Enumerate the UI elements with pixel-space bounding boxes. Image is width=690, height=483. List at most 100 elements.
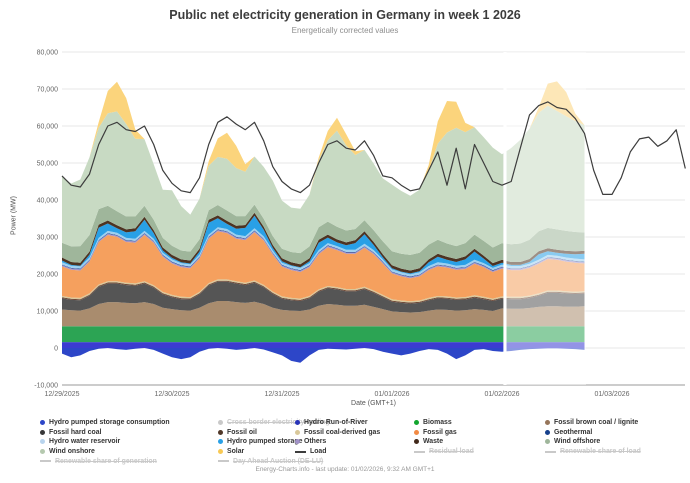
legend-item-renewable-share-of-generation[interactable]: Renewable share of generation (40, 456, 170, 466)
legend-label: Fossil brown coal / lignite (554, 419, 639, 427)
legend-item-residual-load[interactable]: Residual load (414, 447, 474, 457)
cross-border-electricity-trading-dot-icon (218, 420, 223, 426)
chart-legend: Hydro pumped storage consumption Fossil h… (0, 418, 690, 465)
y-tick-label: 70,000 (37, 87, 59, 94)
waste-dot-icon (414, 439, 419, 445)
area-solar (62, 81, 585, 215)
geothermal-dot-icon (545, 429, 550, 435)
legend-label: Residual load (429, 448, 474, 456)
hydro-pumped-storage-dot-icon (218, 439, 223, 445)
legend-item-others[interactable]: Others (295, 437, 380, 447)
area-fossil-coal-derived-gas (62, 279, 585, 303)
legend-item-hydro-run-of-river[interactable]: Hydro Run-of-River (295, 418, 380, 428)
legend-label: Hydro Run-of-River (304, 419, 368, 427)
x-axis-label: Date (GMT+1) (351, 400, 396, 407)
area-hydro-pumped-storage-consumption (62, 348, 585, 363)
legend-label: Hydro pumped storage (227, 438, 303, 446)
y-tick-label: 0 (54, 346, 58, 353)
wind-onshore-dot-icon (40, 449, 45, 455)
hydro-water-reservoir-dot-icon (40, 439, 45, 445)
area-fossil-gas (62, 231, 585, 302)
forecast-overlay (506, 52, 586, 385)
renewable-share-of-generation-line-icon (40, 460, 51, 463)
legend-label: Renewable share of generation (55, 457, 157, 465)
legend-item-fossil-hard-coal[interactable]: Fossil hard coal (40, 428, 170, 438)
footer-attribution: Energy-Charts.info - last update: 01/02/… (255, 466, 435, 473)
legend-item-geothermal[interactable]: Geothermal (545, 428, 641, 438)
legend-label: Day Ahead Auction (DE-LU) (233, 457, 324, 465)
legend-label: Waste (423, 438, 444, 446)
area-waste (62, 212, 585, 274)
fossil-oil-dot-icon (218, 429, 223, 435)
legend-label: Hydro water reservoir (49, 438, 121, 446)
hydro-run-of-river-dot-icon (295, 420, 300, 426)
residual-load-line-icon (414, 450, 425, 453)
area-hydro-pumped-storage (62, 215, 585, 275)
area-hydro-run-of-river (62, 342, 585, 348)
load-line (61, 101, 686, 195)
legend-item-renewable-share-of-load[interactable]: Renewable share of load (545, 447, 641, 457)
fossil-coal-derived-gas-dot-icon (295, 429, 300, 435)
solar-dot-icon (218, 449, 223, 455)
legend-item-hydro-pumped-storage[interactable]: Hydro pumped storage (218, 437, 330, 447)
legend-label: Wind onshore (49, 448, 95, 456)
legend-item-hydro-pumped-storage-consumption[interactable]: Hydro pumped storage consumption (40, 418, 170, 428)
legend-column: Hydro pumped storage consumption Fossil h… (40, 418, 170, 466)
legend-item-fossil-oil[interactable]: Fossil oil (218, 428, 330, 438)
legend-item-load[interactable]: Load (295, 447, 380, 457)
y-tick-label: 20,000 (37, 272, 59, 279)
legend-label: Renewable share of load (560, 448, 641, 456)
legend-item-solar[interactable]: Solar (218, 447, 330, 457)
y-axis-label: Power (MW) (10, 196, 18, 235)
y-tick-label: 30,000 (37, 235, 59, 242)
legend-label: Biomass (423, 419, 452, 427)
forecast-gap (503, 52, 507, 385)
legend-item-fossil-brown-coal-lignite[interactable]: Fossil brown coal / lignite (545, 418, 641, 428)
legend-label: Fossil gas (423, 428, 457, 436)
legend-item-wind-offshore[interactable]: Wind offshore (545, 437, 641, 447)
fossil-brown-coal-lignite-dot-icon (545, 420, 550, 426)
y-tick-label: -10,000 (34, 383, 58, 390)
y-tick-label: 50,000 (37, 161, 59, 168)
y-tick-label: 60,000 (37, 124, 59, 131)
legend-label: Fossil hard coal (49, 428, 102, 436)
legend-item-wind-onshore[interactable]: Wind onshore (40, 447, 170, 457)
area-fossil-oil (62, 280, 585, 304)
renewable-share-of-load-line-icon (545, 450, 556, 453)
legend-item-fossil-coal-derived-gas[interactable]: Fossil coal-derived gas (295, 428, 380, 438)
fossil-gas-dot-icon (414, 429, 419, 435)
x-tick-label: 12/30/2025 (154, 391, 189, 398)
day-ahead-auction-de-lu-line-icon (218, 460, 229, 463)
legend-column: Fossil brown coal / lignite Geothermal Win… (545, 418, 641, 456)
chart-subtitle: Energetically corrected values (291, 26, 399, 35)
area-wind-offshore (62, 204, 585, 271)
legend-label: Solar (227, 448, 245, 456)
wind-offshore-dot-icon (545, 439, 550, 445)
y-tick-label: 80,000 (37, 50, 59, 57)
legend-item-biomass[interactable]: Biomass (414, 418, 474, 428)
legend-item-cross-border-electricity-trading[interactable]: Cross border electricity trading (218, 418, 330, 428)
legend-item-day-ahead-auction-de-lu[interactable]: Day Ahead Auction (DE-LU) (218, 456, 330, 466)
legend-label: Others (304, 438, 327, 446)
area-biomass (62, 326, 585, 343)
biomass-dot-icon (414, 420, 419, 426)
x-tick-label: 12/31/2025 (264, 391, 299, 398)
legend-label: Hydro pumped storage consumption (49, 419, 170, 427)
legend-label: Fossil coal-derived gas (304, 428, 381, 436)
legend-item-waste[interactable]: Waste (414, 437, 474, 447)
x-tick-label: 01/02/2026 (484, 391, 519, 398)
hydro-pumped-storage-consumption-dot-icon (40, 420, 45, 426)
y-tick-label: 10,000 (37, 309, 59, 316)
legend-item-hydro-water-reservoir[interactable]: Hydro water reservoir (40, 437, 170, 447)
legend-label: Load (310, 448, 327, 456)
y-tick-label: 40,000 (37, 198, 59, 205)
legend-label: Fossil oil (227, 428, 257, 436)
legend-column: Cross border electricity trading Fossil o… (218, 418, 330, 466)
fossil-hard-coal-dot-icon (40, 429, 45, 435)
legend-label: Cross border electricity trading (227, 419, 330, 427)
legend-item-fossil-gas[interactable]: Fossil gas (414, 428, 474, 438)
chart-title: Public net electricity generation in Ger… (169, 8, 521, 22)
area-wind-onshore (62, 105, 585, 255)
